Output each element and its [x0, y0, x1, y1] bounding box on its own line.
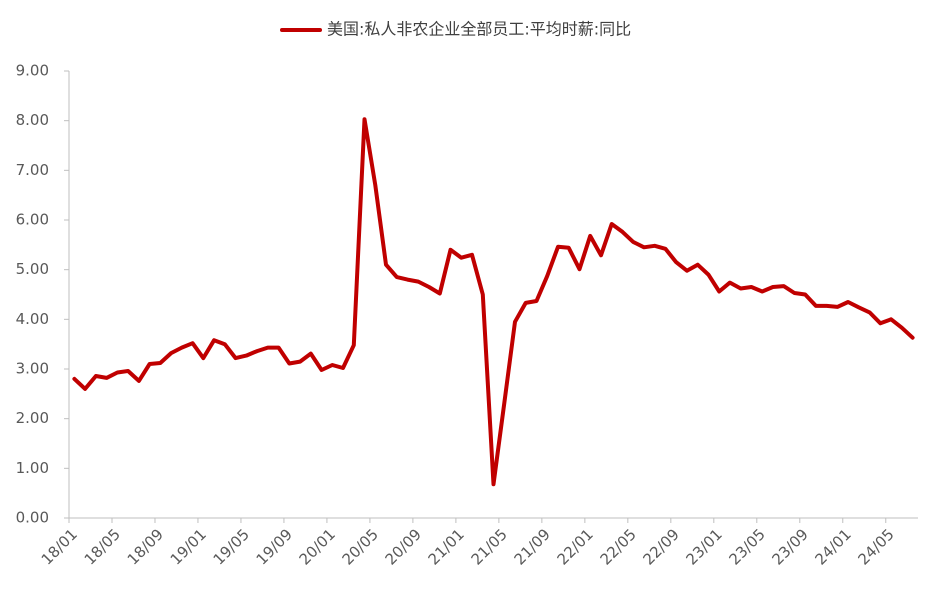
x-tick-label: 19/05 [210, 525, 253, 568]
x-tick-label: 21/05 [468, 525, 511, 568]
y-tick-label: 0.00 [16, 509, 49, 527]
x-tick-label: 20/05 [339, 525, 382, 568]
x-tick-label: 24/01 [811, 525, 854, 568]
data-line [72, 117, 915, 487]
x-tick-label: 18/09 [124, 525, 167, 568]
x-tick-label: 20/09 [382, 525, 425, 568]
y-tick-label: 7.00 [16, 161, 49, 179]
x-tick-label: 23/01 [683, 525, 726, 568]
y-tick-label: 5.00 [16, 260, 49, 278]
legend-text: 美国:私人非农企业全部员工:平均时薪:同比 [327, 20, 631, 39]
y-tick-label: 6.00 [16, 211, 49, 229]
x-tick-label: 22/01 [554, 525, 597, 568]
y-tick-label: 8.00 [16, 111, 49, 129]
x-tick-label: 19/09 [253, 525, 296, 568]
x-tick-label: 22/09 [640, 525, 683, 568]
x-tick-label: 21/01 [425, 525, 468, 568]
x-tick-label: 23/09 [768, 525, 811, 568]
x-tick-label: 18/05 [81, 525, 124, 568]
y-tick-label: 3.00 [16, 360, 49, 378]
x-tick-label: 22/05 [597, 525, 640, 568]
x-tick-label: 21/09 [511, 525, 554, 568]
x-tick-label: 18/01 [38, 525, 81, 568]
x-tick-label: 20/01 [296, 525, 339, 568]
y-tick-label: 9.00 [16, 62, 49, 80]
y-tick-label: 2.00 [16, 409, 49, 427]
x-tick-label: 19/01 [167, 525, 210, 568]
x-tick-label: 23/05 [726, 525, 769, 568]
y-tick-label: 4.00 [16, 310, 49, 328]
x-tick-label: 24/05 [854, 525, 897, 568]
y-tick-label: 1.00 [16, 459, 49, 477]
